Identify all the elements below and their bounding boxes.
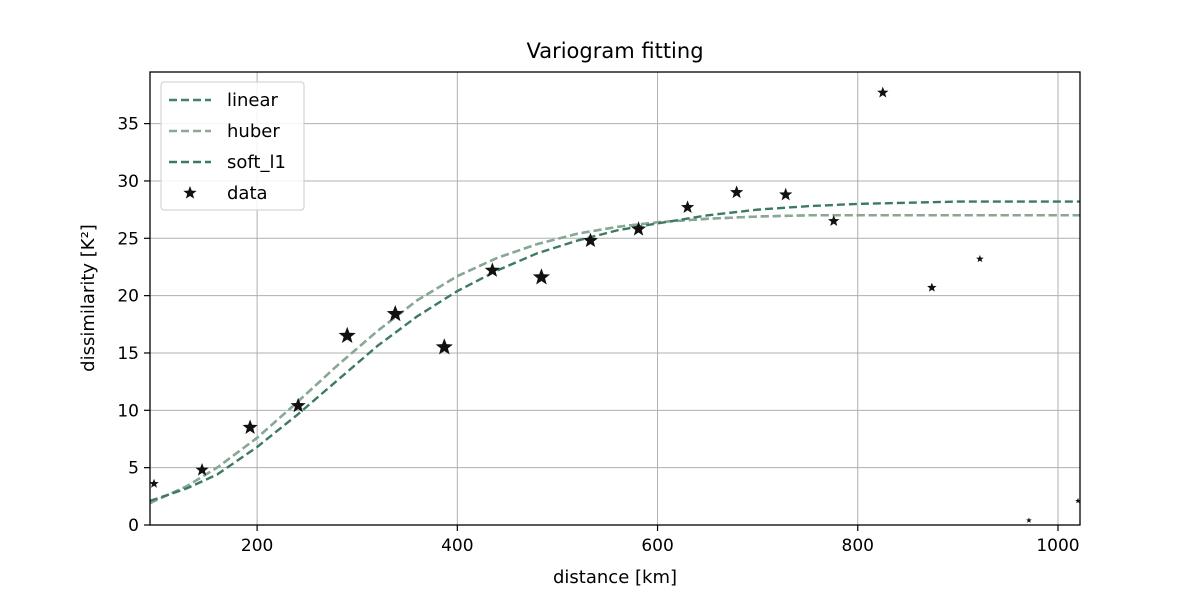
y-tick-label: 5 [128, 459, 139, 479]
legend-label-data: data [227, 183, 268, 204]
data-point [729, 185, 744, 199]
plot-frame [149, 71, 1081, 526]
y-tick-label: 15 [117, 344, 139, 364]
data-point [680, 200, 695, 213]
series-line-huber [150, 214, 1080, 505]
data-point [242, 419, 258, 434]
x-tick-label: 400 [441, 536, 473, 556]
data-point [386, 304, 404, 322]
y-tick-label: 30 [117, 172, 139, 192]
data-point [582, 232, 599, 248]
axis-ticks: 200 400 600 800 1000 0 5 10 15 20 25 30 35 [117, 115, 1079, 556]
legend-label-linear: linear [227, 90, 279, 111]
data-point [338, 326, 356, 344]
y-tick-label: 10 [117, 401, 139, 421]
legend-box [160, 81, 305, 211]
data-point [195, 462, 209, 476]
y-tick-label: 25 [117, 229, 139, 249]
data-point [630, 221, 647, 236]
data-point [150, 478, 159, 488]
data-point [779, 187, 793, 201]
data-point [435, 338, 453, 355]
legend-label-huber: huber [227, 121, 280, 142]
chart-title: Variogram fitting [526, 39, 703, 63]
y-axis-label: dissimilarity [K²] [78, 224, 99, 372]
legend-swatch-data [183, 186, 197, 199]
data-point [532, 268, 550, 285]
x-tick-label: 1000 [1036, 536, 1079, 556]
series-layer [150, 86, 1080, 523]
y-tick-label: 20 [117, 287, 139, 307]
x-tick-label: 200 [241, 536, 273, 556]
data-point [828, 215, 840, 226]
x-tick-label: 800 [842, 536, 874, 556]
x-tick-label: 600 [641, 536, 673, 556]
data-point [484, 262, 500, 277]
data-point [976, 254, 984, 263]
data-point [1075, 497, 1080, 504]
data-point [1026, 517, 1032, 523]
series-line-soft_l1 [150, 200, 1080, 503]
y-tick-label: 35 [117, 115, 139, 135]
y-tick-label: 0 [128, 516, 139, 536]
data-point [290, 397, 306, 413]
data-point [877, 86, 889, 98]
grid-lines [150, 72, 1080, 526]
legend-label-soft_l1: soft_l1 [227, 152, 286, 173]
data-point [927, 282, 937, 292]
x-axis-label: distance [km] [553, 567, 677, 588]
